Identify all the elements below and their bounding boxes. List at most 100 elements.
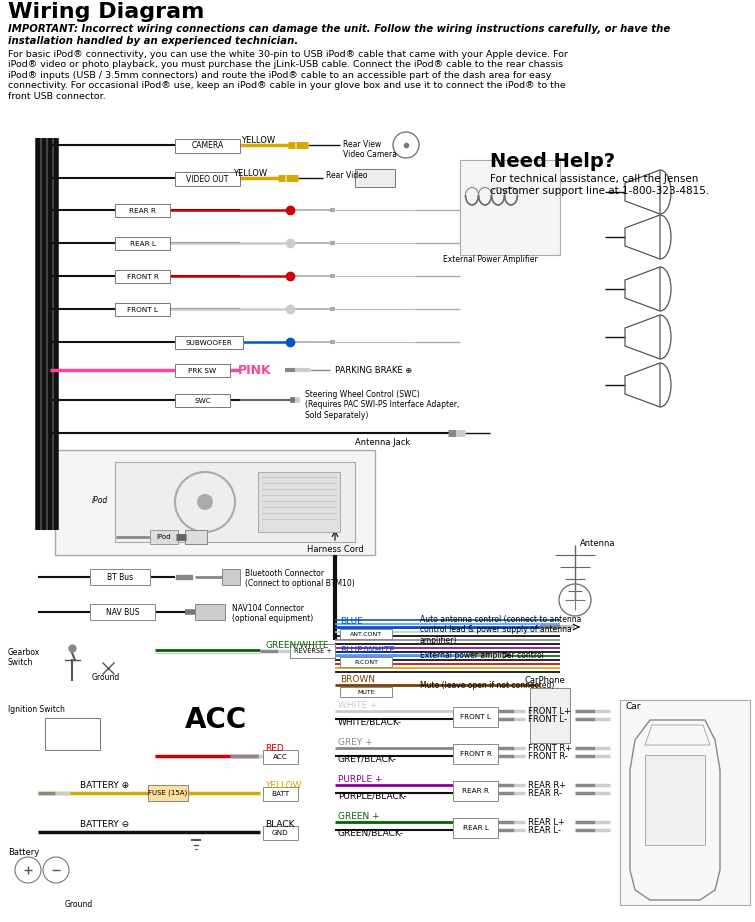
Text: BLUE/WHITE: BLUE/WHITE <box>340 645 395 654</box>
Text: FRONT L: FRONT L <box>127 306 158 313</box>
Text: FRONT R: FRONT R <box>127 274 159 279</box>
Text: YELLOW: YELLOW <box>265 781 301 790</box>
Text: Car: Car <box>625 702 640 711</box>
Text: Need Help?: Need Help? <box>490 152 615 171</box>
Text: Mute (leave open if not connected): Mute (leave open if not connected) <box>420 680 554 690</box>
Text: REAR R-: REAR R- <box>528 788 562 798</box>
Bar <box>263 787 298 801</box>
Bar <box>340 629 392 639</box>
Text: External power amplifier control: External power amplifier control <box>420 651 544 659</box>
Bar <box>148 785 188 801</box>
Text: ACC: ACC <box>185 706 247 734</box>
Text: Antenna: Antenna <box>580 539 615 548</box>
Text: FRONT L+: FRONT L+ <box>528 706 571 715</box>
Text: GREEN/WHITE: GREEN/WHITE <box>265 640 328 649</box>
Bar <box>530 688 570 743</box>
Bar <box>150 530 178 544</box>
Bar <box>115 303 170 316</box>
Text: GREY +: GREY + <box>338 738 373 747</box>
Text: Rear View
Video Camera: Rear View Video Camera <box>343 140 397 160</box>
Text: Steering Wheel Control (SWC)
(Requires PAC SWI-PS Interface Adapter,
Sold Separa: Steering Wheel Control (SWC) (Requires P… <box>305 390 459 420</box>
Bar <box>55 450 375 555</box>
Text: Rear Video: Rear Video <box>326 171 368 181</box>
Text: Battery: Battery <box>8 848 39 857</box>
Text: CarPhone: CarPhone <box>525 676 565 685</box>
Bar <box>45 718 100 750</box>
Text: FRONT R-: FRONT R- <box>528 751 568 761</box>
Text: RED: RED <box>265 744 284 753</box>
Text: BROWN: BROWN <box>340 675 375 684</box>
Text: MUTE: MUTE <box>357 690 374 694</box>
Text: Bluetooth Connector
(Connect to optional BTM10): Bluetooth Connector (Connect to optional… <box>245 569 355 588</box>
Text: PINK: PINK <box>238 363 272 376</box>
Bar <box>263 750 298 764</box>
Text: YELLOW: YELLOW <box>241 136 275 145</box>
Text: BT Bus: BT Bus <box>107 573 133 582</box>
Bar <box>185 530 207 544</box>
Text: REAR R: REAR R <box>462 788 489 794</box>
Text: IMPORTANT: Incorrect wiring connections can damage the unit. Follow the wiring i: IMPORTANT: Incorrect wiring connections … <box>8 24 670 45</box>
Text: BLACK: BLACK <box>265 820 294 829</box>
Bar <box>115 270 170 283</box>
Text: PRK SW: PRK SW <box>189 368 217 373</box>
Text: FRONT R+: FRONT R+ <box>528 743 572 752</box>
Text: BATTERY ⊖: BATTERY ⊖ <box>80 820 129 829</box>
Bar <box>115 462 355 542</box>
Text: Ground: Ground <box>92 673 120 682</box>
Text: FUSE (15A): FUSE (15A) <box>149 790 188 797</box>
Bar <box>90 604 155 620</box>
Text: GREY/BLACK-: GREY/BLACK- <box>338 754 397 763</box>
Bar <box>263 826 298 840</box>
Bar <box>340 687 392 697</box>
Text: Antenna Jack: Antenna Jack <box>355 438 410 447</box>
Text: ANT.CONT: ANT.CONT <box>350 632 382 636</box>
Text: FRONT L: FRONT L <box>460 714 491 720</box>
Text: Harness Cord: Harness Cord <box>307 545 363 554</box>
Bar <box>115 204 170 217</box>
Text: Wiring Diagram: Wiring Diagram <box>8 2 205 22</box>
Circle shape <box>197 494 213 510</box>
Bar <box>290 644 335 658</box>
Text: YELLOW: YELLOW <box>233 169 267 178</box>
Bar <box>115 237 170 250</box>
Text: Auto antenna control (connect to antenna
control lead & power supply of antenna
: Auto antenna control (connect to antenna… <box>420 615 581 644</box>
Text: Ignition Switch: Ignition Switch <box>8 705 65 714</box>
Text: BATT: BATT <box>272 791 290 797</box>
Text: VIDEO OUT: VIDEO OUT <box>186 174 229 183</box>
Bar <box>195 604 225 620</box>
Bar <box>222 569 240 585</box>
Bar <box>453 707 498 727</box>
Bar <box>258 472 340 532</box>
Text: NAV104 Connector
(optional equipment): NAV104 Connector (optional equipment) <box>232 604 313 623</box>
Text: REAR L+: REAR L+ <box>528 818 565 826</box>
Text: Ground: Ground <box>65 900 94 909</box>
Text: REAR R: REAR R <box>129 207 156 214</box>
Text: SWC: SWC <box>194 397 211 404</box>
Bar <box>175 172 240 186</box>
Text: Gearbox
Switch: Gearbox Switch <box>8 648 40 668</box>
Text: GREEN +: GREEN + <box>338 812 380 821</box>
Text: ACC: ACC <box>273 754 288 760</box>
Bar <box>453 744 498 764</box>
Bar <box>355 169 395 187</box>
Text: REVERSE +: REVERSE + <box>294 648 331 654</box>
Text: PARKING BRAKE ⊕: PARKING BRAKE ⊕ <box>335 365 412 374</box>
Text: GND: GND <box>272 830 289 836</box>
Text: BLUE: BLUE <box>340 617 362 626</box>
Bar <box>175 139 240 153</box>
Bar <box>175 336 243 349</box>
Bar <box>453 818 498 838</box>
Text: For technical assistance, call the Jensen
customer support line at 1-800-323-481: For technical assistance, call the Jense… <box>490 174 709 195</box>
Text: SUBWOOFER: SUBWOOFER <box>186 339 233 346</box>
Text: PURPLE/BLACK-: PURPLE/BLACK- <box>338 791 407 800</box>
Bar <box>90 569 150 585</box>
Bar <box>340 657 392 667</box>
Text: R.CONT: R.CONT <box>354 659 378 665</box>
Text: FRONT R: FRONT R <box>460 751 492 757</box>
Bar <box>175 394 230 407</box>
Bar <box>175 364 230 377</box>
Text: NAV BUS: NAV BUS <box>106 608 139 617</box>
Bar <box>645 755 705 845</box>
Text: iPod: iPod <box>92 495 108 504</box>
Text: iPod: iPod <box>157 534 171 540</box>
